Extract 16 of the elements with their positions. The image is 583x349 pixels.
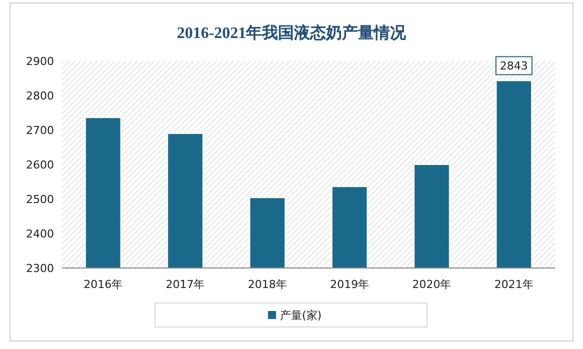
x-tick-label: 2019年: [330, 278, 370, 291]
chart-title: 2016-2021年我国液态奶产量情况: [176, 24, 408, 42]
data-label: 2843: [500, 60, 528, 73]
y-tick-label: 2500: [26, 193, 54, 206]
x-tick-label: 2018年: [248, 278, 287, 291]
legend-label: 产量(家): [280, 309, 322, 322]
x-tick-label: 2021年: [494, 278, 534, 291]
x-tick-label: 2016年: [84, 278, 123, 291]
y-tick-label: 2600: [26, 158, 54, 172]
y-tick-label: 2400: [26, 228, 54, 240]
x-tick-label: 2020年: [412, 278, 452, 291]
y-tick-label: 2300: [26, 262, 54, 275]
y-tick-label: 2800: [26, 90, 54, 102]
x-tick-label: 2017年: [166, 278, 205, 291]
y-tick-label: 2700: [26, 124, 54, 137]
y-tick-label: 2900: [26, 55, 54, 68]
